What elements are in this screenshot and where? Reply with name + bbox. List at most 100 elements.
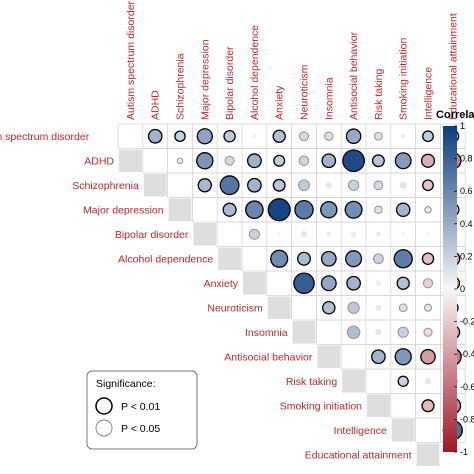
- legend-label-p05: P < 0.05: [121, 423, 160, 435]
- corr-circle-autism-spectrum-disorder-risk-taking: [373, 131, 383, 141]
- corr-circle-neuroticism-insomnia: [322, 300, 336, 315]
- legend-box: [86, 370, 198, 450]
- column-label-antisocial-behavior: Antisocial behavior: [348, 31, 360, 120]
- corr-circle-schizophrenia-intelligence: [422, 179, 434, 192]
- row-labels: Autism spectrum disorder ADHD Schizophreni…: [0, 131, 412, 462]
- corr-circle-adhd-major-depression: [196, 152, 214, 170]
- corr-circle-autism-spectrum-disorder-intelligence: [422, 130, 434, 143]
- legend-ring-p01: [95, 397, 113, 415]
- row-label-educational-attainment: Educational attainment: [305, 450, 412, 462]
- corr-circle-autism-spectrum-disorder-smoking-initiation: [400, 133, 406, 139]
- corr-circle-autism-spectrum-disorder-anxiety: [272, 129, 286, 143]
- corr-circle-major-depression-neuroticism: [294, 199, 314, 220]
- colorbar-tick-label: 0: [460, 284, 465, 294]
- column-label-schizophrenia: Schizophrenia: [175, 53, 187, 120]
- corr-circle-bipolar-disorder-risk-taking: [375, 231, 381, 237]
- corr-circle-schizophrenia-antisocial-behavior: [347, 179, 360, 191]
- corr-circle-autism-spectrum-disorder-alcohol-dependence: [252, 134, 257, 139]
- corr-circle-autism-spectrum-disorder-neuroticism: [298, 131, 310, 142]
- corr-circle-major-depression-smoking-initiation: [395, 202, 411, 218]
- significance-legend: Significance: P < 0.01 P < 0.05: [86, 370, 198, 450]
- column-labels: Autism spectrum disorder ADHD Schizophreni…: [125, 0, 459, 120]
- corr-circle-bipolar-disorder-alcohol-dependence: [248, 228, 260, 240]
- legend-ring-p05: [95, 419, 113, 437]
- column-label-intelligence: Intelligence: [423, 67, 435, 120]
- corr-circle-schizophrenia-anxiety: [272, 178, 286, 192]
- colorbar-tick-label: -0.4: [460, 349, 474, 359]
- row-label-anxiety: Anxiety: [204, 278, 239, 290]
- colorbar-tick-label: -1: [460, 447, 468, 457]
- corr-circle-autism-spectrum-disorder-major-depression: [196, 128, 213, 145]
- corr-circle-alcohol-dependence-risk-taking: [372, 253, 384, 265]
- corr-circle-autism-spectrum-disorder-schizophrenia: [174, 130, 186, 143]
- corr-circle-bipolar-disorder-smoking-initiation: [401, 232, 405, 236]
- corr-circle-anxiety-intelligence: [422, 278, 434, 289]
- corr-circle-antisocial-behavior-smoking-initiation: [394, 348, 412, 366]
- row-label-antisocial-behavior: Antisocial behavior: [224, 352, 313, 364]
- corr-circle-adhd-bipolar-disorder: [224, 155, 235, 166]
- corr-circle-bipolar-disorder-neuroticism: [300, 231, 308, 238]
- corr-circle-insomnia-smoking-initiation: [397, 326, 409, 338]
- diagonal-cell: [193, 223, 217, 246]
- corr-circle-neuroticism-smoking-initiation: [398, 303, 408, 313]
- corr-circle-autism-spectrum-disorder-antisocial-behavior: [345, 128, 362, 145]
- corr-circle-insomnia-antisocial-behavior: [346, 325, 361, 340]
- corr-circle-risk-taking-intelligence: [424, 378, 432, 385]
- corr-circle-anxiety-smoking-initiation: [396, 276, 410, 290]
- corr-circle-adhd-antisocial-behavior: [342, 149, 365, 173]
- corr-circle-alcohol-dependence-insomnia: [320, 250, 337, 267]
- corr-circle-anxiety-neuroticism: [293, 272, 315, 295]
- column-label-smoking-initiation: Smoking initiation: [398, 38, 410, 120]
- row-label-major-depression: Major depression: [83, 205, 164, 217]
- corr-circle-major-depression-bipolar-disorder: [222, 202, 237, 217]
- row-label-adhd: ADHD: [84, 156, 114, 168]
- corr-circle-neuroticism-risk-taking: [375, 304, 382, 311]
- corr-circle-schizophrenia-bipolar-disorder: [219, 175, 240, 196]
- corr-circle-adhd-anxiety: [273, 154, 286, 167]
- column-label-educational-attainment: Educational attainment: [447, 13, 459, 120]
- column-label-alcohol-dependence: Alcohol dependence: [249, 25, 261, 120]
- diagonal-cell: [292, 321, 316, 344]
- corr-circle-antisocial-behavior-risk-taking: [371, 349, 386, 365]
- corr-circle-insomnia-risk-taking: [375, 329, 382, 336]
- diagonal-cell: [267, 296, 291, 319]
- corr-circle-schizophrenia-neuroticism: [298, 179, 310, 192]
- colorbar-tick-label: 0.6: [460, 186, 473, 196]
- corr-circle-adhd-insomnia: [321, 153, 337, 169]
- corr-circle-smoking-initiation-intelligence: [421, 399, 435, 413]
- row-label-bipolar-disorder: Bipolar disorder: [115, 229, 189, 241]
- corr-circle-autism-spectrum-disorder-insomnia: [324, 131, 334, 141]
- corr-circle-autism-spectrum-disorder-bipolar-disorder: [223, 129, 236, 143]
- colorbar-ticks: 1 0.8 0.6 0.4 0.2 0 -0.2 -0.4 -0.6 -0.8 -1: [454, 121, 474, 457]
- diagonal-cell: [342, 370, 365, 393]
- corr-circle-anxiety-risk-taking: [375, 280, 382, 286]
- corr-circle-schizophrenia-insomnia: [325, 182, 332, 189]
- legend-title: Significance:: [96, 378, 156, 390]
- corr-circle-adhd-schizophrenia: [176, 157, 184, 165]
- column-label-autism-spectrum-disorder: Autism spectrum disorder: [125, 0, 137, 120]
- corr-circle-adhd-intelligence: [420, 153, 436, 168]
- diagonal-cell: [218, 247, 241, 270]
- column-label-risk-taking: Risk taking: [373, 68, 385, 120]
- column-label-neuroticism: Neuroticism: [299, 64, 311, 120]
- column-label-insomnia: Insomnia: [323, 77, 335, 120]
- corr-circle-alcohol-dependence-anxiety: [270, 249, 289, 268]
- corr-circle-major-depression-insomnia: [320, 201, 338, 219]
- colorbar-gradient: [443, 126, 457, 452]
- column-label-major-depression: Major depression: [199, 39, 211, 120]
- row-label-schizophrenia: Schizophrenia: [72, 180, 139, 192]
- corr-circle-bipolar-disorder-intelligence: [426, 232, 430, 236]
- row-label-insomnia: Insomnia: [245, 327, 288, 339]
- legend-label-p01: P < 0.01: [121, 401, 160, 413]
- diagonal-cell: [168, 198, 192, 221]
- corr-circle-bipolar-disorder-insomnia: [326, 231, 332, 237]
- colorbar-tick-label: -0.8: [460, 414, 474, 424]
- diagonal-cell: [391, 419, 415, 442]
- colorbar-tick-label: 0.8: [460, 154, 473, 164]
- corr-circle-alcohol-dependence-neuroticism: [297, 251, 311, 266]
- diagonal-cell: [243, 272, 266, 295]
- corr-circle-major-depression-alcohol-dependence: [245, 200, 264, 220]
- row-label-alcohol-dependence: Alcohol dependence: [118, 254, 213, 266]
- column-label-adhd: ADHD: [150, 90, 162, 120]
- corr-circle-insomnia-intelligence: [423, 327, 433, 337]
